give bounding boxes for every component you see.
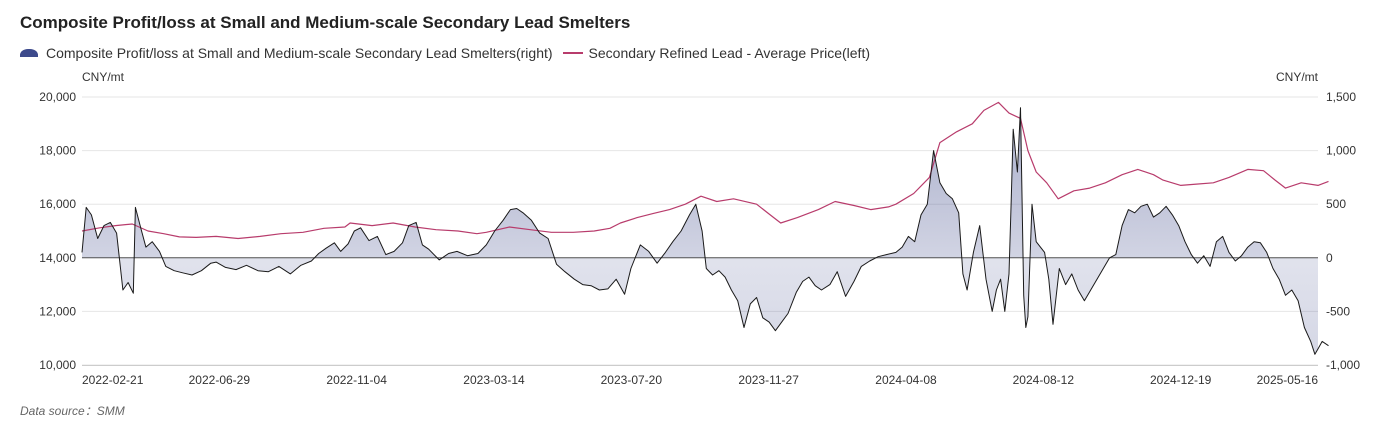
right-tick-label: 500	[1326, 197, 1346, 211]
x-tick-label: 2024-08-12	[1013, 373, 1075, 387]
x-tick-label: 2023-03-14	[463, 373, 525, 387]
data-source: Data source：SMM	[20, 404, 125, 418]
right-tick-label: 0	[1326, 251, 1333, 265]
left-tick-label: 18,000	[39, 144, 76, 158]
right-tick-label: -1,000	[1326, 358, 1360, 372]
right-tick-label: 1,500	[1326, 90, 1356, 104]
x-tick-label: 2024-12-19	[1150, 373, 1212, 387]
left-tick-label: 14,000	[39, 251, 76, 265]
left-tick-label: 20,000	[39, 90, 76, 104]
profit-series-line	[81, 107, 1329, 355]
chart-title: Composite Profit/loss at Small and Mediu…	[20, 13, 631, 32]
legend-item-price[interactable]: Secondary Refined Lead - Average Price(l…	[562, 45, 871, 61]
legend-item-profit[interactable]: Composite Profit/loss at Small and Mediu…	[20, 45, 553, 61]
left-axis-unit: CNY/mt	[82, 70, 124, 84]
x-tick-label: 2022-06-29	[189, 373, 251, 387]
price-series-line	[81, 101, 1329, 240]
legend-label-profit: Composite Profit/loss at Small and Mediu…	[46, 45, 553, 61]
x-tick-label: 2025-05-16	[1257, 373, 1319, 387]
x-tick-label: 2022-11-04	[326, 373, 387, 387]
right-tick-label: -500	[1326, 304, 1350, 318]
right-axis-unit: CNY/mt	[1276, 70, 1318, 84]
right-tick-label: 1,000	[1326, 144, 1356, 158]
x-tick-label: 2023-11-27	[738, 373, 799, 387]
profit-area	[82, 107, 1318, 355]
series-lines	[81, 101, 1329, 355]
left-tick-label: 12,000	[39, 304, 76, 318]
axes: 10,000 12,000 14,000 16,000 18,000 20,000 -1,0…	[39, 90, 1360, 387]
legend-label-price: Secondary Refined Lead - Average Price(l…	[588, 45, 871, 61]
legend: Composite Profit/loss at Small and Mediu…	[20, 45, 870, 61]
x-tick-label: 2023-07-20	[601, 373, 663, 387]
x-tick-label: 2022-02-21	[82, 373, 144, 387]
left-tick-label: 16,000	[39, 197, 76, 211]
left-tick-label: 10,000	[39, 358, 76, 372]
legend-swatch-area	[20, 49, 38, 57]
x-tick-label: 2024-04-08	[875, 373, 937, 387]
legend-swatch-line	[562, 52, 583, 54]
profit-area-positive	[82, 107, 1318, 258]
